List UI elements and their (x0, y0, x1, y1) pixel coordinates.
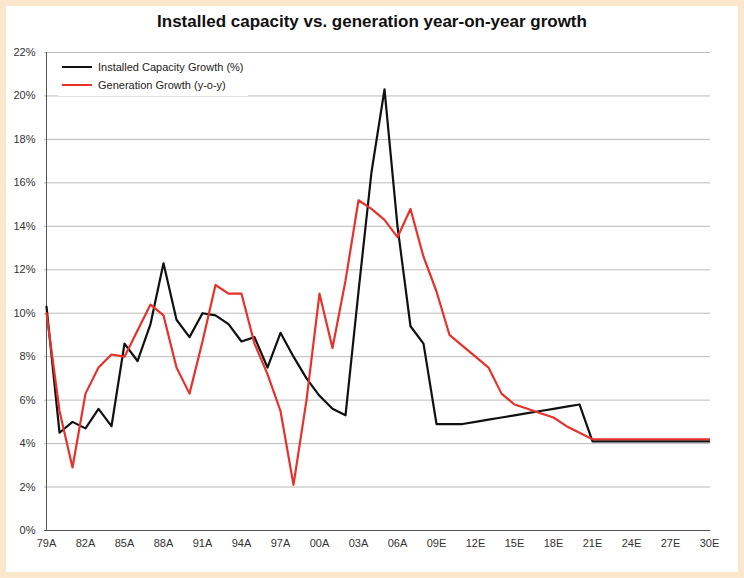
svg-text:15E: 15E (505, 537, 525, 549)
svg-text:79A: 79A (37, 537, 57, 549)
svg-text:18E: 18E (544, 537, 564, 549)
svg-text:8%: 8% (20, 350, 36, 362)
svg-text:6%: 6% (20, 394, 36, 406)
svg-text:10%: 10% (13, 307, 35, 319)
svg-text:06A: 06A (388, 537, 408, 549)
svg-text:85A: 85A (115, 537, 135, 549)
svg-text:03A: 03A (349, 537, 369, 549)
svg-text:94A: 94A (232, 537, 252, 549)
html-text:Generation Growth (y-o-y): Generation Growth (y-o-y) (98, 79, 226, 91)
svg-text:97A: 97A (271, 537, 291, 549)
svg-text:18%: 18% (13, 133, 35, 145)
svg-text:4%: 4% (20, 437, 36, 449)
svg-text:14%: 14% (13, 220, 35, 232)
html-text:Installed capacity vs. generat: Installed capacity vs. generation year-o… (157, 12, 587, 31)
svg-text:82A: 82A (76, 537, 96, 549)
svg-text:16%: 16% (13, 176, 35, 188)
html-text:Installed Capacity Growth (%): Installed Capacity Growth (%) (98, 61, 244, 73)
svg-text:12%: 12% (13, 263, 35, 275)
svg-text:2%: 2% (20, 481, 36, 493)
svg-text:0%: 0% (20, 524, 36, 536)
svg-text:21E: 21E (583, 537, 603, 549)
svg-text:88A: 88A (154, 537, 174, 549)
svg-text:91A: 91A (193, 537, 213, 549)
svg-text:30E: 30E (700, 537, 720, 549)
svg-text:24E: 24E (622, 537, 642, 549)
svg-text:27E: 27E (661, 537, 681, 549)
svg-text:09E: 09E (427, 537, 447, 549)
svg-text:00A: 00A (310, 537, 330, 549)
svg-text:12E: 12E (466, 537, 486, 549)
svg-text:22%: 22% (13, 46, 35, 58)
svg-text:20%: 20% (13, 89, 35, 101)
